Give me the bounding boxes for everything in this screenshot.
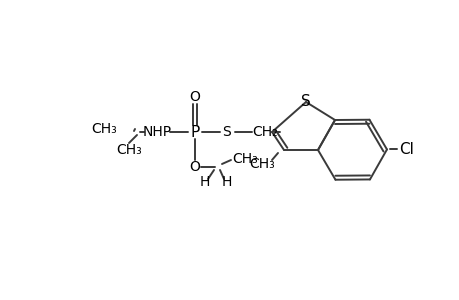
Text: NHP: NHP xyxy=(142,125,171,139)
Text: H: H xyxy=(199,175,210,189)
Text: CH₃: CH₃ xyxy=(116,143,141,157)
Text: Cl: Cl xyxy=(399,142,414,157)
Text: O: O xyxy=(189,90,200,104)
Text: CH₂: CH₂ xyxy=(252,125,277,139)
Text: H: H xyxy=(221,175,232,189)
Text: CH₃: CH₃ xyxy=(91,122,117,136)
Text: S: S xyxy=(222,125,231,139)
Text: P: P xyxy=(190,124,199,140)
Text: S: S xyxy=(301,94,310,109)
Text: CH₃: CH₃ xyxy=(249,157,274,171)
Text: CH₃: CH₃ xyxy=(232,152,257,166)
Text: O: O xyxy=(189,160,200,174)
